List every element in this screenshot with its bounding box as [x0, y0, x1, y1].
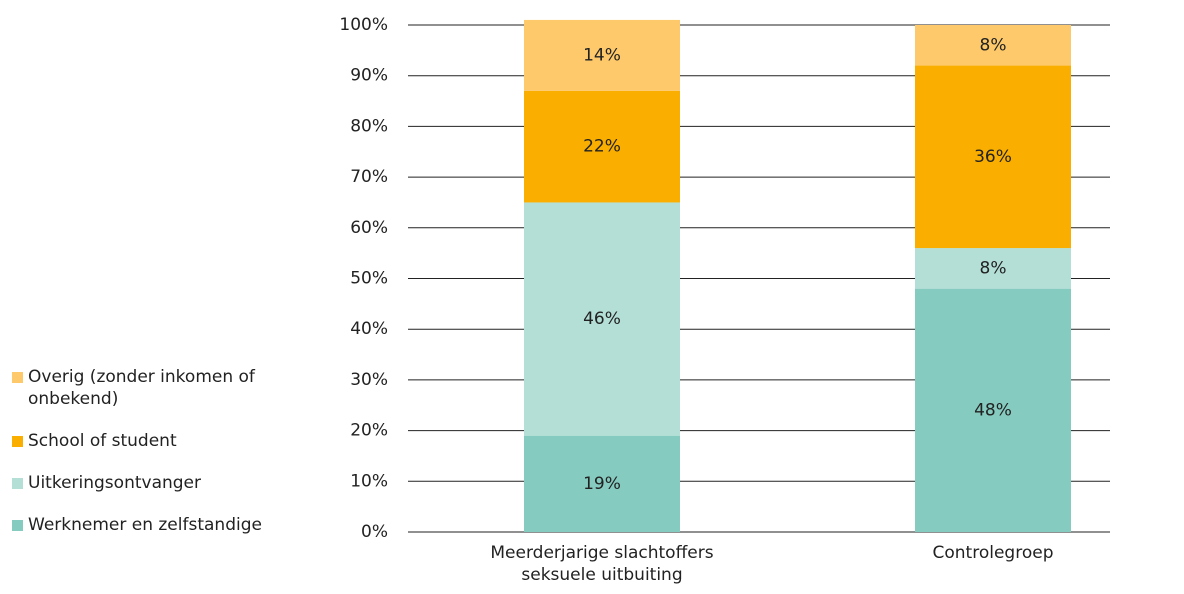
data-label: 8%	[980, 35, 1007, 55]
y-tick-label: 80%	[350, 116, 388, 136]
legend-item: Overig (zonder inkomen of onbekend)	[12, 366, 292, 410]
bar-segment	[915, 25, 1071, 66]
data-label: 8%	[980, 258, 1007, 278]
bar-segment	[524, 202, 680, 436]
y-tick-label: 60%	[350, 218, 388, 238]
data-label: 19%	[583, 474, 621, 494]
bar-segment	[915, 248, 1071, 289]
y-tick-label: 40%	[350, 319, 388, 339]
bar-segment	[915, 288, 1071, 532]
legend-label: Uitkeringsontvanger	[28, 473, 201, 493]
data-label: 36%	[974, 147, 1012, 167]
legend-swatch	[12, 520, 23, 531]
legend-label: Overig (zonder inkomen of onbekend)	[28, 367, 255, 409]
bar-segment	[524, 90, 680, 203]
legend: Werknemer en zelfstandige Uitkeringsontva…	[12, 366, 292, 536]
data-label: 22%	[583, 137, 621, 157]
bar-segment	[524, 435, 680, 532]
legend-label: Werknemer en zelfstandige	[28, 515, 262, 535]
bar-segment	[524, 19, 680, 91]
data-label: 46%	[583, 309, 621, 329]
legend-swatch	[12, 436, 23, 447]
legend-item: Uitkeringsontvanger	[12, 472, 292, 494]
legend-item: Werknemer en zelfstandige	[12, 514, 292, 536]
x-tick-label: Meerderjarige slachtoffers seksuele uitb…	[490, 543, 714, 585]
y-tick-label: 30%	[350, 370, 388, 390]
y-tick-label: 10%	[350, 471, 388, 491]
legend-swatch	[12, 372, 23, 383]
data-label: 48%	[974, 400, 1012, 420]
y-tick-label: 70%	[350, 167, 388, 187]
x-tick-label: Controlegroep	[932, 543, 1054, 563]
y-tick-label: 50%	[350, 269, 388, 289]
y-tick-label: 20%	[350, 421, 388, 441]
y-tick-label: 100%	[339, 15, 388, 35]
legend-label: School of student	[28, 431, 177, 451]
y-tick-label: 0%	[361, 522, 388, 542]
bar-segment	[915, 65, 1071, 249]
y-tick-label: 90%	[350, 66, 388, 86]
legend-item: School of student	[12, 430, 292, 452]
data-label: 14%	[583, 45, 621, 65]
legend-swatch	[12, 478, 23, 489]
